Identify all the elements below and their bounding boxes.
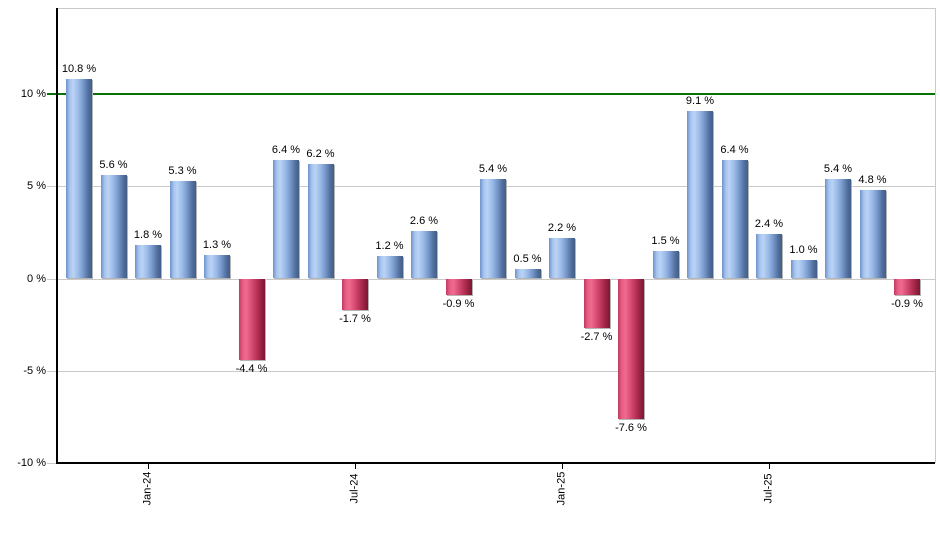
- positive-bar: [514, 269, 541, 279]
- bar-value-label: 10.8 %: [61, 63, 97, 76]
- positive-bar: [376, 256, 403, 279]
- y-axis-tick-label: 5 %: [27, 180, 46, 193]
- positive-bar: [480, 178, 506, 279]
- bar-value-label: -0.9 %: [442, 298, 475, 311]
- bar-value-label: 1.5 %: [651, 234, 680, 247]
- negative-bar: [618, 278, 644, 419]
- negative-bar: [894, 278, 920, 296]
- x-axis-month-label: Jul-24: [348, 473, 361, 504]
- bar-value-label: 1.0 %: [789, 244, 818, 257]
- bar-value-label: 1.3 %: [202, 238, 232, 251]
- y-axis-tick-label: 0 %: [27, 272, 46, 285]
- bar-value-label: -2.7 %: [580, 331, 613, 344]
- y-axis-tick-label: 10 %: [20, 87, 46, 100]
- y-tick-mark-neg10: [47, 463, 57, 465]
- bar-value-label: 2.4 %: [754, 218, 784, 231]
- bar-value-label: 5.4 %: [478, 162, 508, 175]
- negative-bar: [238, 278, 265, 360]
- gridline--5: [47, 370, 935, 372]
- positive-bar: [721, 160, 748, 279]
- bar-value-label: -1.7 %: [339, 312, 371, 325]
- x-axis-line: [56, 462, 935, 464]
- positive-bar: [756, 234, 782, 279]
- positive-bar: [652, 250, 679, 279]
- bar-value-label: 6.2 %: [306, 148, 335, 161]
- positive-bar: [859, 189, 886, 279]
- x-axis-month-label: Jan-24: [141, 471, 154, 506]
- x-axis-tick-mark: [148, 464, 149, 469]
- y-axis-tick-label: -10 %: [17, 457, 46, 470]
- positive-bar: [790, 260, 817, 279]
- positive-bar: [687, 110, 713, 279]
- negative-bar: [445, 278, 472, 296]
- plot-frame-right: [935, 8, 936, 463]
- x-axis-month-label: Jul-25: [762, 473, 775, 504]
- x-axis-tick-mark: [769, 464, 770, 469]
- bar-value-label: 2.6 %: [409, 214, 439, 227]
- positive-bar: [307, 164, 334, 279]
- bar-value-label: 6.4 %: [271, 144, 301, 157]
- positive-bar: [169, 180, 196, 279]
- positive-bar: [135, 245, 161, 279]
- bar-value-label: 2.2 %: [547, 221, 577, 234]
- negative-bar: [583, 278, 610, 329]
- bar-value-label: 5.6 %: [99, 159, 128, 172]
- y-axis-tick-label: -5 %: [23, 364, 46, 377]
- y-axis-line: [56, 8, 58, 463]
- positive-bar: [549, 237, 575, 279]
- bar-value-label: -0.9 %: [891, 298, 923, 311]
- x-axis-month-label: Jan-25: [555, 471, 568, 506]
- bar-value-label: 4.8 %: [858, 173, 887, 186]
- reference-line-10pct: [47, 92, 935, 95]
- positive-bar: [204, 254, 230, 279]
- bar-value-label: -7.6 %: [615, 421, 647, 434]
- gridline-0: [47, 278, 935, 280]
- positive-bar: [411, 230, 437, 279]
- positive-bar: [825, 178, 851, 279]
- bar-value-label: 1.8 %: [133, 229, 163, 242]
- x-axis-tick-mark: [562, 464, 563, 469]
- bar-value-label: 9.1 %: [685, 94, 715, 107]
- bar-value-label: 1.2 %: [375, 240, 404, 253]
- positive-bar: [100, 175, 127, 279]
- bar-value-label: 0.5 %: [513, 253, 542, 266]
- bar-value-label: -4.4 %: [235, 362, 268, 375]
- negative-bar: [342, 278, 368, 310]
- bar-value-label: 6.4 %: [720, 144, 749, 157]
- x-axis-tick-mark: [355, 464, 356, 469]
- bar-value-label: 5.3 %: [168, 164, 197, 177]
- plot-frame-top: [57, 8, 935, 9]
- positive-bar: [66, 79, 92, 279]
- positive-bar: [273, 160, 299, 279]
- bar-value-label: 5.4 %: [823, 162, 853, 175]
